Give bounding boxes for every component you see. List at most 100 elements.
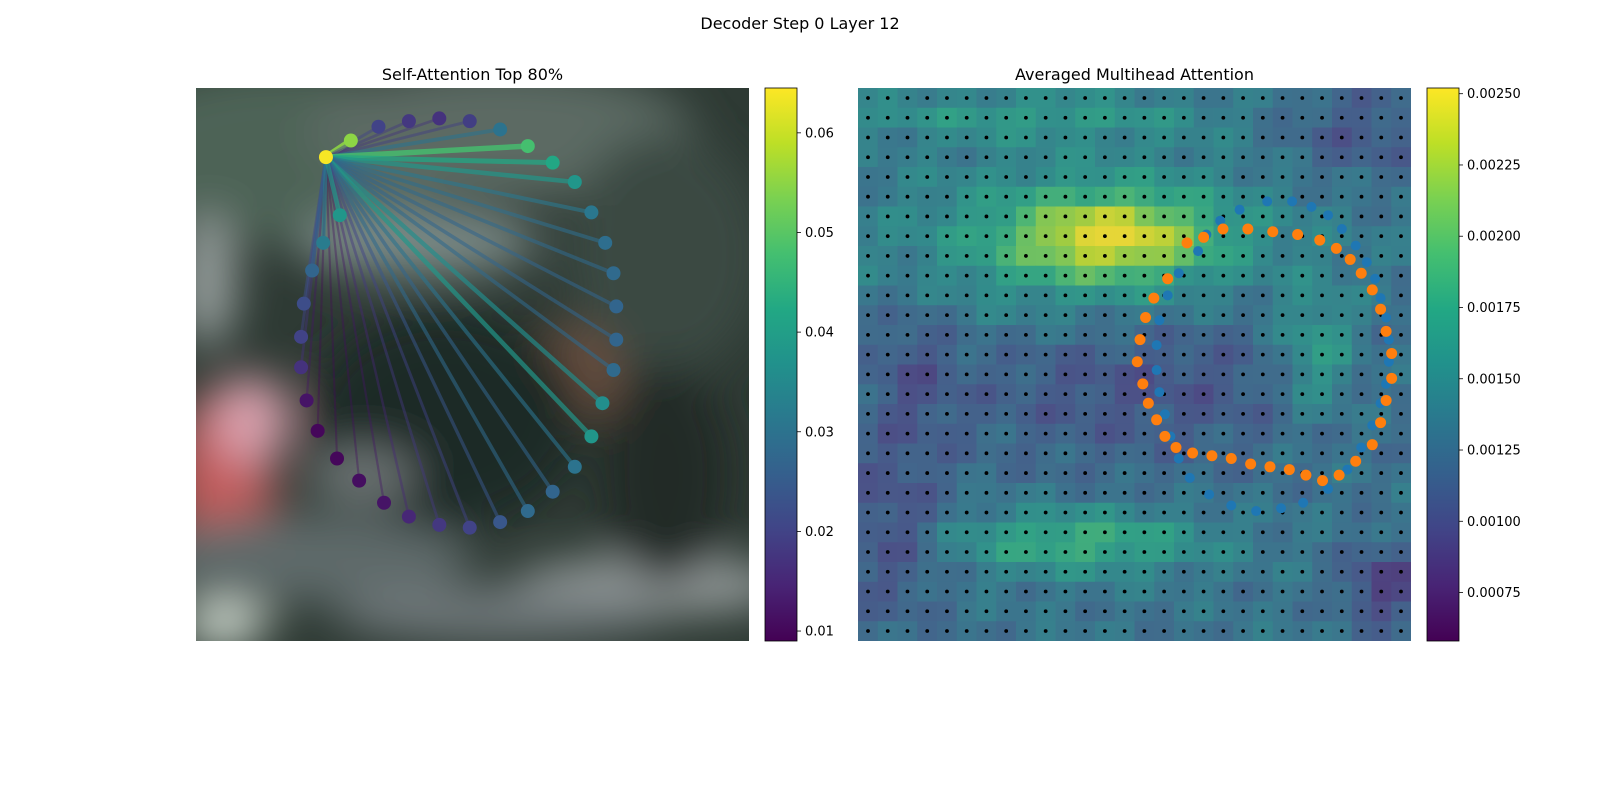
attention-point-8 — [545, 155, 560, 170]
right-colorbar-tick-label-5: 0.00200 — [1467, 230, 1521, 245]
orange-point-33 — [1131, 356, 1143, 368]
blue-point-4 — [1262, 196, 1273, 207]
orange-point-30 — [1151, 414, 1163, 426]
right-colorbar: 0.00075 0.00100 0.00125 0.00150 0.00175 0.002… — [1426, 87, 1521, 642]
attention-point-1 — [343, 133, 358, 148]
orange-point-6 — [1314, 234, 1326, 246]
attention-point-16 — [595, 396, 610, 411]
orange-point-23 — [1264, 461, 1276, 473]
right-panel-title: Averaged Multihead Attention — [1015, 65, 1254, 84]
orange-point-11 — [1375, 303, 1387, 315]
orange-point-26 — [1206, 450, 1218, 462]
left-colorbar-tick-label-5: 0.06 — [805, 126, 834, 141]
attention-line-4 — [324, 117, 441, 159]
attention-point-32 — [296, 296, 311, 311]
orange-points — [1131, 223, 1398, 487]
blue-point-26 — [1204, 489, 1215, 500]
attention-line-5 — [324, 119, 472, 159]
attention-line-19 — [324, 155, 555, 494]
grid-dots — [866, 96, 1403, 633]
orange-point-22 — [1283, 464, 1295, 476]
blue-point-18 — [1367, 420, 1378, 431]
attention-point-15 — [606, 363, 621, 378]
blue-point-7 — [1323, 210, 1334, 221]
attention-line-15 — [324, 155, 616, 372]
left-colorbar-tick-label-1: 0.02 — [805, 525, 834, 540]
attention-line-22 — [324, 155, 472, 530]
left-colorbar-tick-label-4: 0.05 — [805, 226, 834, 241]
attention-point-7 — [520, 139, 535, 154]
attention-line-13 — [324, 155, 619, 309]
attention-points — [294, 111, 624, 535]
orange-point-20 — [1317, 475, 1329, 487]
orange-point-35 — [1140, 311, 1152, 323]
left-colorbar: 0.01 0.02 0.03 0.04 0.05 0.06 — [764, 87, 834, 642]
attention-point-20 — [520, 504, 535, 519]
orange-point-29 — [1159, 430, 1171, 442]
orange-point-10 — [1366, 284, 1378, 296]
orange-point-16 — [1375, 417, 1387, 429]
attention-point-31 — [294, 329, 309, 344]
attention-point-34 — [316, 235, 331, 250]
blue-point-21 — [1323, 483, 1334, 494]
attention-line-14 — [324, 155, 619, 342]
attention-point-18 — [567, 459, 582, 474]
blue-point-11 — [1370, 273, 1381, 284]
orange-point-31 — [1142, 397, 1154, 409]
blue-point-32 — [1151, 365, 1162, 376]
left-panel-title: Self-Attention Top 80% — [381, 65, 564, 84]
attention-point-23 — [432, 517, 447, 532]
attention-point-13 — [609, 299, 624, 314]
attention-line-10 — [323, 155, 594, 215]
orange-point-19 — [1333, 469, 1345, 481]
blue-point-3 — [1234, 204, 1245, 215]
orange-point-21 — [1300, 469, 1312, 481]
blue-point-13 — [1381, 312, 1392, 323]
attention-point-19 — [545, 484, 560, 499]
blue-point-12 — [1375, 293, 1386, 304]
left-colorbar-tick-label-2: 0.03 — [805, 425, 834, 440]
right-colorbar-bar — [1426, 87, 1460, 642]
blue-point-8 — [1336, 224, 1347, 235]
attention-line-11 — [324, 155, 608, 245]
attention-point-6 — [493, 122, 508, 137]
attention-point-22 — [462, 520, 477, 535]
attention-point-14 — [609, 332, 624, 347]
orange-point-28 — [1170, 441, 1182, 453]
blue-point-14 — [1383, 334, 1394, 345]
attention-line-16 — [323, 154, 605, 406]
orange-point-5 — [1292, 229, 1304, 241]
attention-point-5 — [462, 114, 477, 129]
orange-point-14 — [1386, 372, 1398, 384]
attention-point-35 — [332, 208, 347, 223]
right-colorbar-tick-label-6: 0.00225 — [1467, 158, 1521, 173]
attention-point-17 — [584, 429, 599, 444]
attention-line-9 — [323, 154, 578, 185]
attention-line-35 — [323, 154, 343, 218]
attention-point-33 — [305, 263, 320, 278]
attention-point-29 — [299, 393, 314, 408]
right-colorbar-tick-label-7: 0.00250 — [1467, 87, 1521, 102]
left-colorbar-tick-label-3: 0.04 — [805, 326, 834, 341]
figure-title: Decoder Step 0 Layer 12 — [700, 14, 900, 33]
attention-line-17 — [323, 154, 594, 439]
right-colorbar-tick-label-3: 0.00150 — [1467, 372, 1521, 387]
orange-point-7 — [1330, 242, 1342, 254]
blue-point-23 — [1276, 503, 1287, 514]
attention-point-0 — [318, 150, 333, 165]
right-colorbar-tick-label-4: 0.00175 — [1467, 301, 1521, 316]
blue-point-20 — [1342, 464, 1353, 475]
blue-point-0 — [1193, 246, 1204, 257]
attention-point-24 — [401, 509, 416, 524]
attention-point-10 — [584, 205, 599, 220]
orange-point-1 — [1198, 231, 1210, 243]
blue-point-25 — [1226, 500, 1237, 511]
blue-point-22 — [1298, 497, 1309, 508]
attention-line-8 — [323, 154, 556, 166]
orange-point-36 — [1148, 292, 1160, 304]
attention-point-27 — [330, 451, 345, 466]
attention-point-26 — [352, 473, 367, 488]
orange-point-24 — [1245, 458, 1257, 470]
left-background — [196, 88, 749, 641]
